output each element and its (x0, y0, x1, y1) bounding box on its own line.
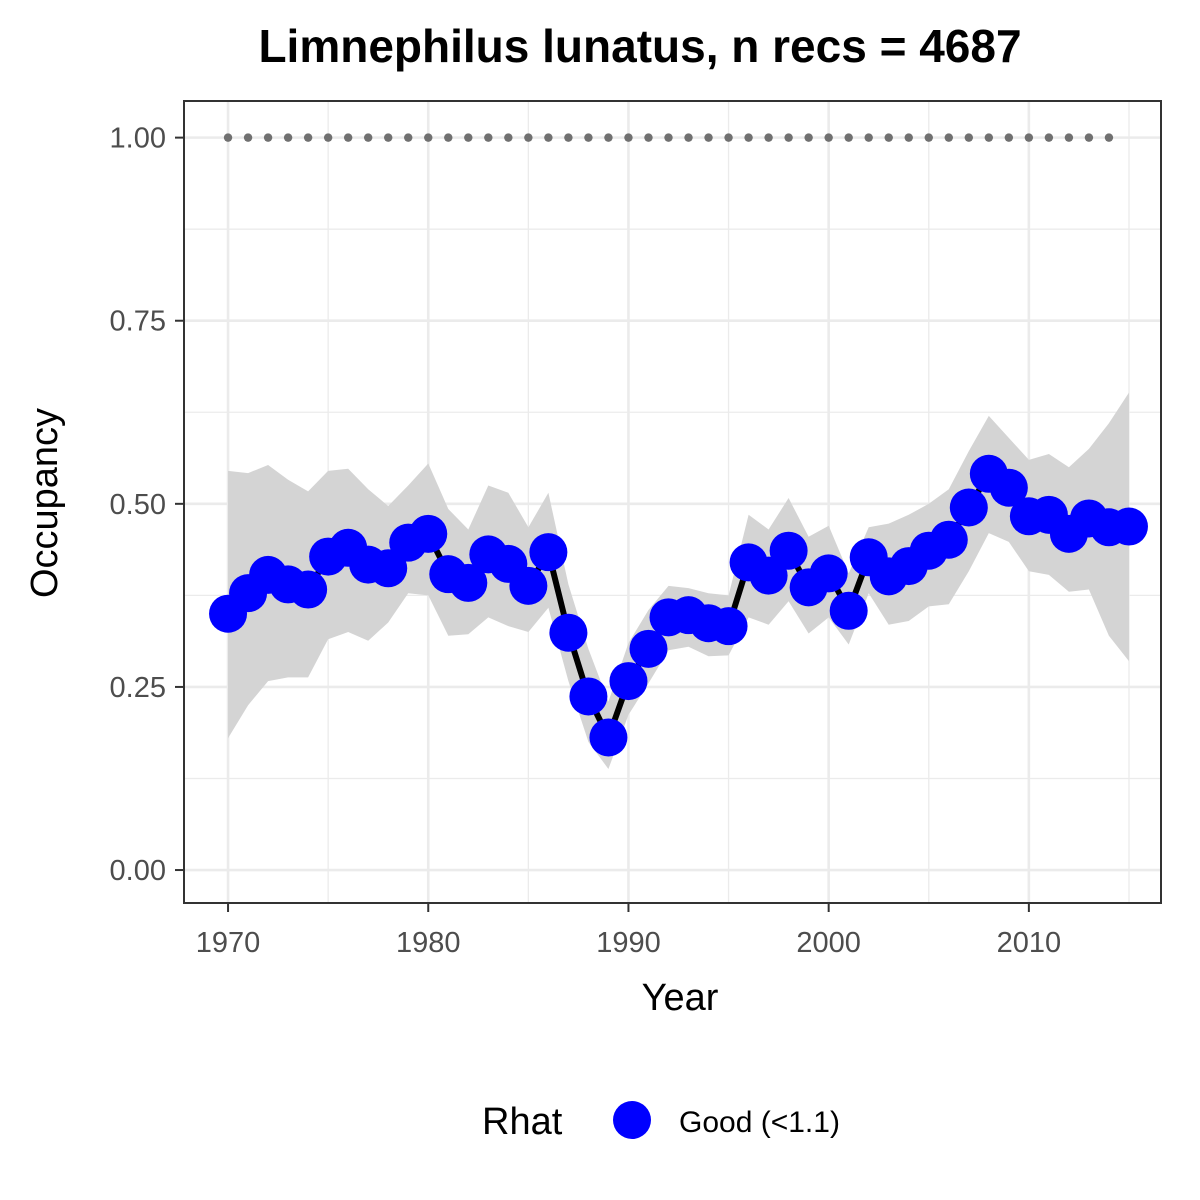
minor-gridlines (184, 101, 1161, 903)
occupancy-points (209, 454, 1148, 757)
legend: Rhat Good (<1.1) (482, 1101, 840, 1143)
reference-point (724, 133, 733, 142)
reference-point (444, 133, 453, 142)
y-axis-ticks: 0.00 0.25 0.50 0.75 1.00 (110, 123, 184, 887)
reference-point (484, 133, 493, 142)
reference-point (343, 133, 353, 142)
y-tick-label: 0.75 (110, 306, 166, 338)
reference-point (384, 133, 393, 142)
data-point (449, 563, 488, 602)
reference-point (524, 133, 533, 142)
y-tick-label: 1.00 (110, 123, 166, 155)
reference-point (984, 133, 994, 142)
legend-label-good: Good (<1.1) (679, 1106, 840, 1139)
data-point (809, 554, 848, 593)
reference-point (664, 133, 673, 142)
data-point (569, 677, 608, 716)
data-point (829, 591, 868, 630)
reference-point (404, 133, 413, 142)
reference-point (1064, 133, 1074, 142)
x-tick-label: 1970 (196, 927, 261, 959)
reference-point (824, 133, 833, 142)
reference-point (243, 133, 253, 142)
reference-point (644, 133, 653, 142)
reference-point (303, 133, 313, 142)
reference-point (704, 133, 713, 142)
reference-point (744, 133, 753, 142)
reference-point (1104, 133, 1114, 142)
data-point (629, 629, 668, 668)
reference-point (1044, 133, 1054, 142)
x-axis-title: Year (642, 977, 719, 1019)
reference-point (804, 133, 813, 142)
data-point (589, 718, 628, 757)
data-point (509, 566, 548, 605)
reference-point (884, 133, 893, 142)
x-tick-label: 1980 (396, 927, 461, 959)
reference-point (544, 133, 553, 142)
data-point (769, 531, 808, 570)
reference-point (904, 133, 913, 142)
y-tick-label: 0.00 (110, 855, 166, 887)
reference-point (363, 133, 373, 142)
reference-points (223, 133, 1114, 142)
reference-point (844, 133, 853, 142)
data-point (289, 570, 328, 609)
reference-point (764, 133, 773, 142)
data-point (929, 520, 968, 559)
data-point (529, 533, 568, 572)
data-point (1109, 507, 1148, 546)
y-tick-label: 0.50 (110, 489, 166, 521)
legend-key-good (613, 1101, 651, 1139)
reference-point (604, 133, 613, 142)
reference-point (223, 133, 233, 142)
reference-point (584, 133, 593, 142)
reference-point (784, 133, 793, 142)
reference-point (1004, 133, 1014, 142)
reference-point (564, 133, 573, 142)
reference-point (263, 133, 273, 142)
reference-point (1084, 133, 1094, 142)
data-point (409, 514, 448, 553)
reference-point (864, 133, 873, 142)
data-point (709, 607, 748, 646)
data-point (609, 662, 648, 701)
data-point (549, 613, 588, 652)
reference-point (504, 133, 513, 142)
y-axis-title: Occupancy (24, 408, 66, 598)
x-axis-ticks: 1970 1980 1990 2000 2010 (196, 903, 1061, 959)
x-tick-label: 2000 (796, 927, 861, 959)
y-tick-label: 0.25 (110, 672, 166, 704)
data-point (989, 468, 1028, 507)
x-tick-label: 2010 (997, 927, 1062, 959)
reference-point (1024, 133, 1034, 142)
data-point (369, 549, 408, 588)
reference-point (424, 133, 433, 142)
reference-point (964, 133, 974, 142)
x-tick-label: 1990 (596, 927, 661, 959)
confidence-ribbon (228, 392, 1129, 769)
reference-point (944, 133, 953, 142)
data-point (949, 488, 988, 527)
reference-point (323, 133, 333, 142)
chart-title: Limnephilus lunatus, n recs = 4687 (258, 20, 1021, 72)
reference-point (924, 133, 933, 142)
reference-point (464, 133, 473, 142)
legend-title: Rhat (482, 1101, 563, 1143)
panel-border (183, 100, 1162, 904)
reference-point (624, 133, 633, 142)
reference-point (684, 133, 693, 142)
reference-point (283, 133, 293, 142)
